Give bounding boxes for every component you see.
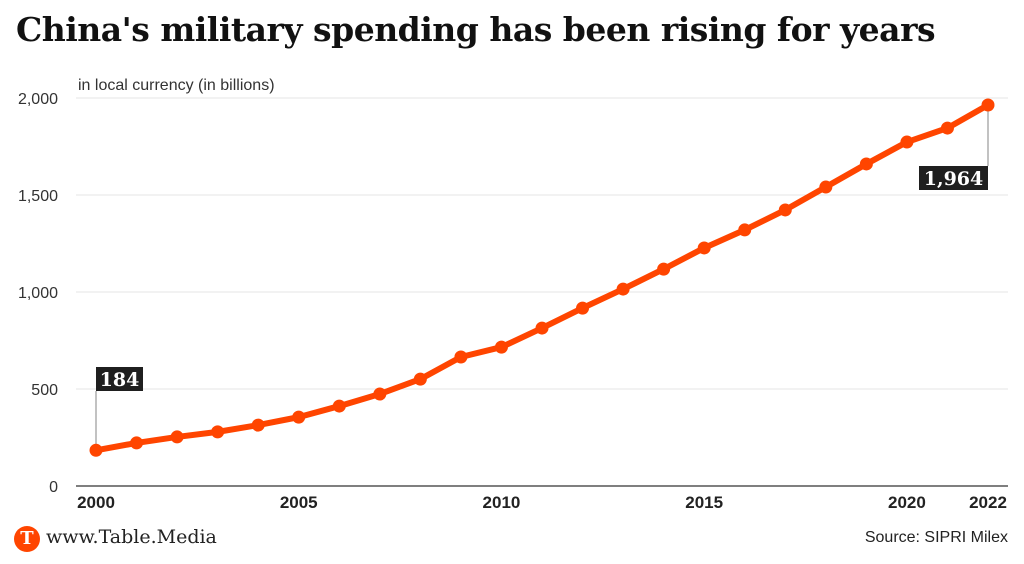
data-point — [657, 262, 671, 276]
y-tick-label: 500 — [31, 382, 58, 399]
x-tick-label: 2005 — [280, 493, 318, 512]
data-point — [89, 443, 103, 457]
series-line — [93, 101, 991, 454]
annotation-label: 1,964 — [924, 168, 984, 190]
annotations: 184 1,964 — [96, 166, 988, 391]
annotation-box — [96, 367, 143, 391]
data-point — [535, 321, 549, 335]
data-point — [373, 387, 387, 401]
x-tick-label: 2022 — [969, 493, 1007, 512]
x-tick-label: 2000 — [77, 493, 115, 512]
data-point — [454, 350, 468, 364]
data-point — [819, 180, 833, 194]
x-tick-label: 2010 — [483, 493, 521, 512]
table-media-logo-icon: T — [14, 526, 40, 552]
data-point — [130, 436, 144, 450]
series-spending — [89, 98, 995, 457]
y-tick-label: 1,500 — [18, 188, 58, 205]
data-point — [251, 418, 265, 432]
data-point — [940, 121, 954, 135]
data-point — [859, 157, 873, 171]
data-point — [576, 301, 590, 315]
data-point — [292, 410, 306, 424]
x-tick-label: 2020 — [888, 493, 926, 512]
x-tick-label: 2015 — [685, 493, 723, 512]
data-point — [778, 203, 792, 217]
data-point — [170, 430, 184, 444]
y-tick-label: 2,000 — [18, 91, 58, 108]
source-note: Source: SIPRI Milex — [864, 529, 1008, 546]
data-point — [738, 223, 752, 237]
data-point — [494, 340, 508, 354]
data-point — [413, 372, 427, 386]
annotation-label: 184 — [100, 369, 140, 391]
y-tick-label: 1,000 — [18, 285, 58, 302]
data-point — [697, 241, 711, 255]
chart-title: China's military spending has been risin… — [16, 10, 936, 49]
gridlines — [76, 97, 1008, 390]
data-point — [900, 135, 914, 149]
x-axis-ticks: 2000 2005 2010 2015 2020 2022 — [77, 493, 1007, 512]
data-point — [981, 98, 995, 112]
y-tick-label: 0 — [49, 479, 58, 496]
data-point — [332, 399, 346, 413]
annotation-box — [919, 166, 988, 190]
y-axis-ticks: 0 500 1,000 1,500 2,000 — [18, 91, 58, 496]
annotation-leaders — [95, 104, 989, 451]
data-point — [211, 425, 225, 439]
site-link[interactable]: www.Table.Media — [46, 526, 217, 548]
data-point — [616, 282, 630, 296]
y-axis-label: in local currency (in billions) — [78, 77, 275, 94]
